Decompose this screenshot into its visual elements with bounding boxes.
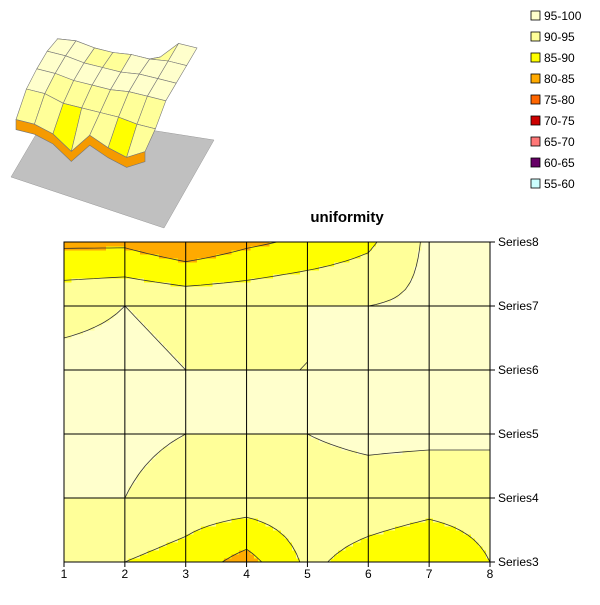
legend-swatch-90-95: [530, 31, 541, 42]
series-label-Series5: Series5: [498, 427, 539, 441]
contour-chart: 1 2 3 4 5 6 7 8 Series3 Series4 Series5 Series6 Seri…: [61, 235, 539, 581]
legend-label-85-90: 85-90: [544, 51, 575, 65]
legend-label-60-65: 60-65: [544, 156, 575, 170]
legend-swatch-80-85: [530, 73, 541, 84]
axis-ticks: 1 2 3 4 5 6 7 8 Series3 Series4 Series5 Series6 Seri…: [61, 235, 539, 581]
legend-swatch-65-70: [530, 136, 541, 147]
legend-swatch-60-65: [530, 157, 541, 168]
legend-swatch-75-80: [530, 94, 541, 105]
surface-3d-chart: [10, 38, 215, 229]
x-tick-label: 8: [487, 567, 494, 581]
x-tick-label: 3: [182, 567, 189, 581]
x-tick-label: 4: [243, 567, 250, 581]
legend-label-70-75: 70-75: [544, 114, 575, 128]
series-label-Series6: Series6: [498, 363, 539, 377]
x-tick-label: 2: [122, 567, 129, 581]
legend-label-90-95: 90-95: [544, 30, 575, 44]
x-tick-label: 6: [365, 567, 372, 581]
series-label-Series8: Series8: [498, 235, 539, 249]
legend-swatch-55-60: [530, 178, 541, 189]
legend-swatch-95-100: [530, 10, 541, 21]
x-tick-label: 5: [304, 567, 311, 581]
series-label-Series3: Series3: [498, 555, 539, 569]
legend-label-55-60: 55-60: [544, 177, 575, 191]
legend: 95-100 90-95 85-90 80-85 75-80 70-75 65-70 60-6…: [530, 9, 582, 191]
series-label-Series7: Series7: [498, 299, 539, 313]
x-tick-label: 7: [426, 567, 433, 581]
legend-swatch-70-75: [530, 115, 541, 126]
x-tick-label: 1: [61, 567, 68, 581]
legend-label-80-85: 80-85: [544, 72, 575, 86]
chart-title: uniformity: [310, 209, 384, 226]
surface-faces: [15, 38, 198, 158]
legend-label-95-100: 95-100: [544, 9, 582, 23]
series-label-Series4: Series4: [498, 491, 539, 505]
plot-border: [63, 241, 491, 563]
legend-swatch-85-90: [530, 52, 541, 63]
surface-skirt: [15, 119, 146, 168]
contour-fill: [64, 242, 491, 563]
legend-label-75-80: 75-80: [544, 93, 575, 107]
legend-label-65-70: 65-70: [544, 135, 575, 149]
